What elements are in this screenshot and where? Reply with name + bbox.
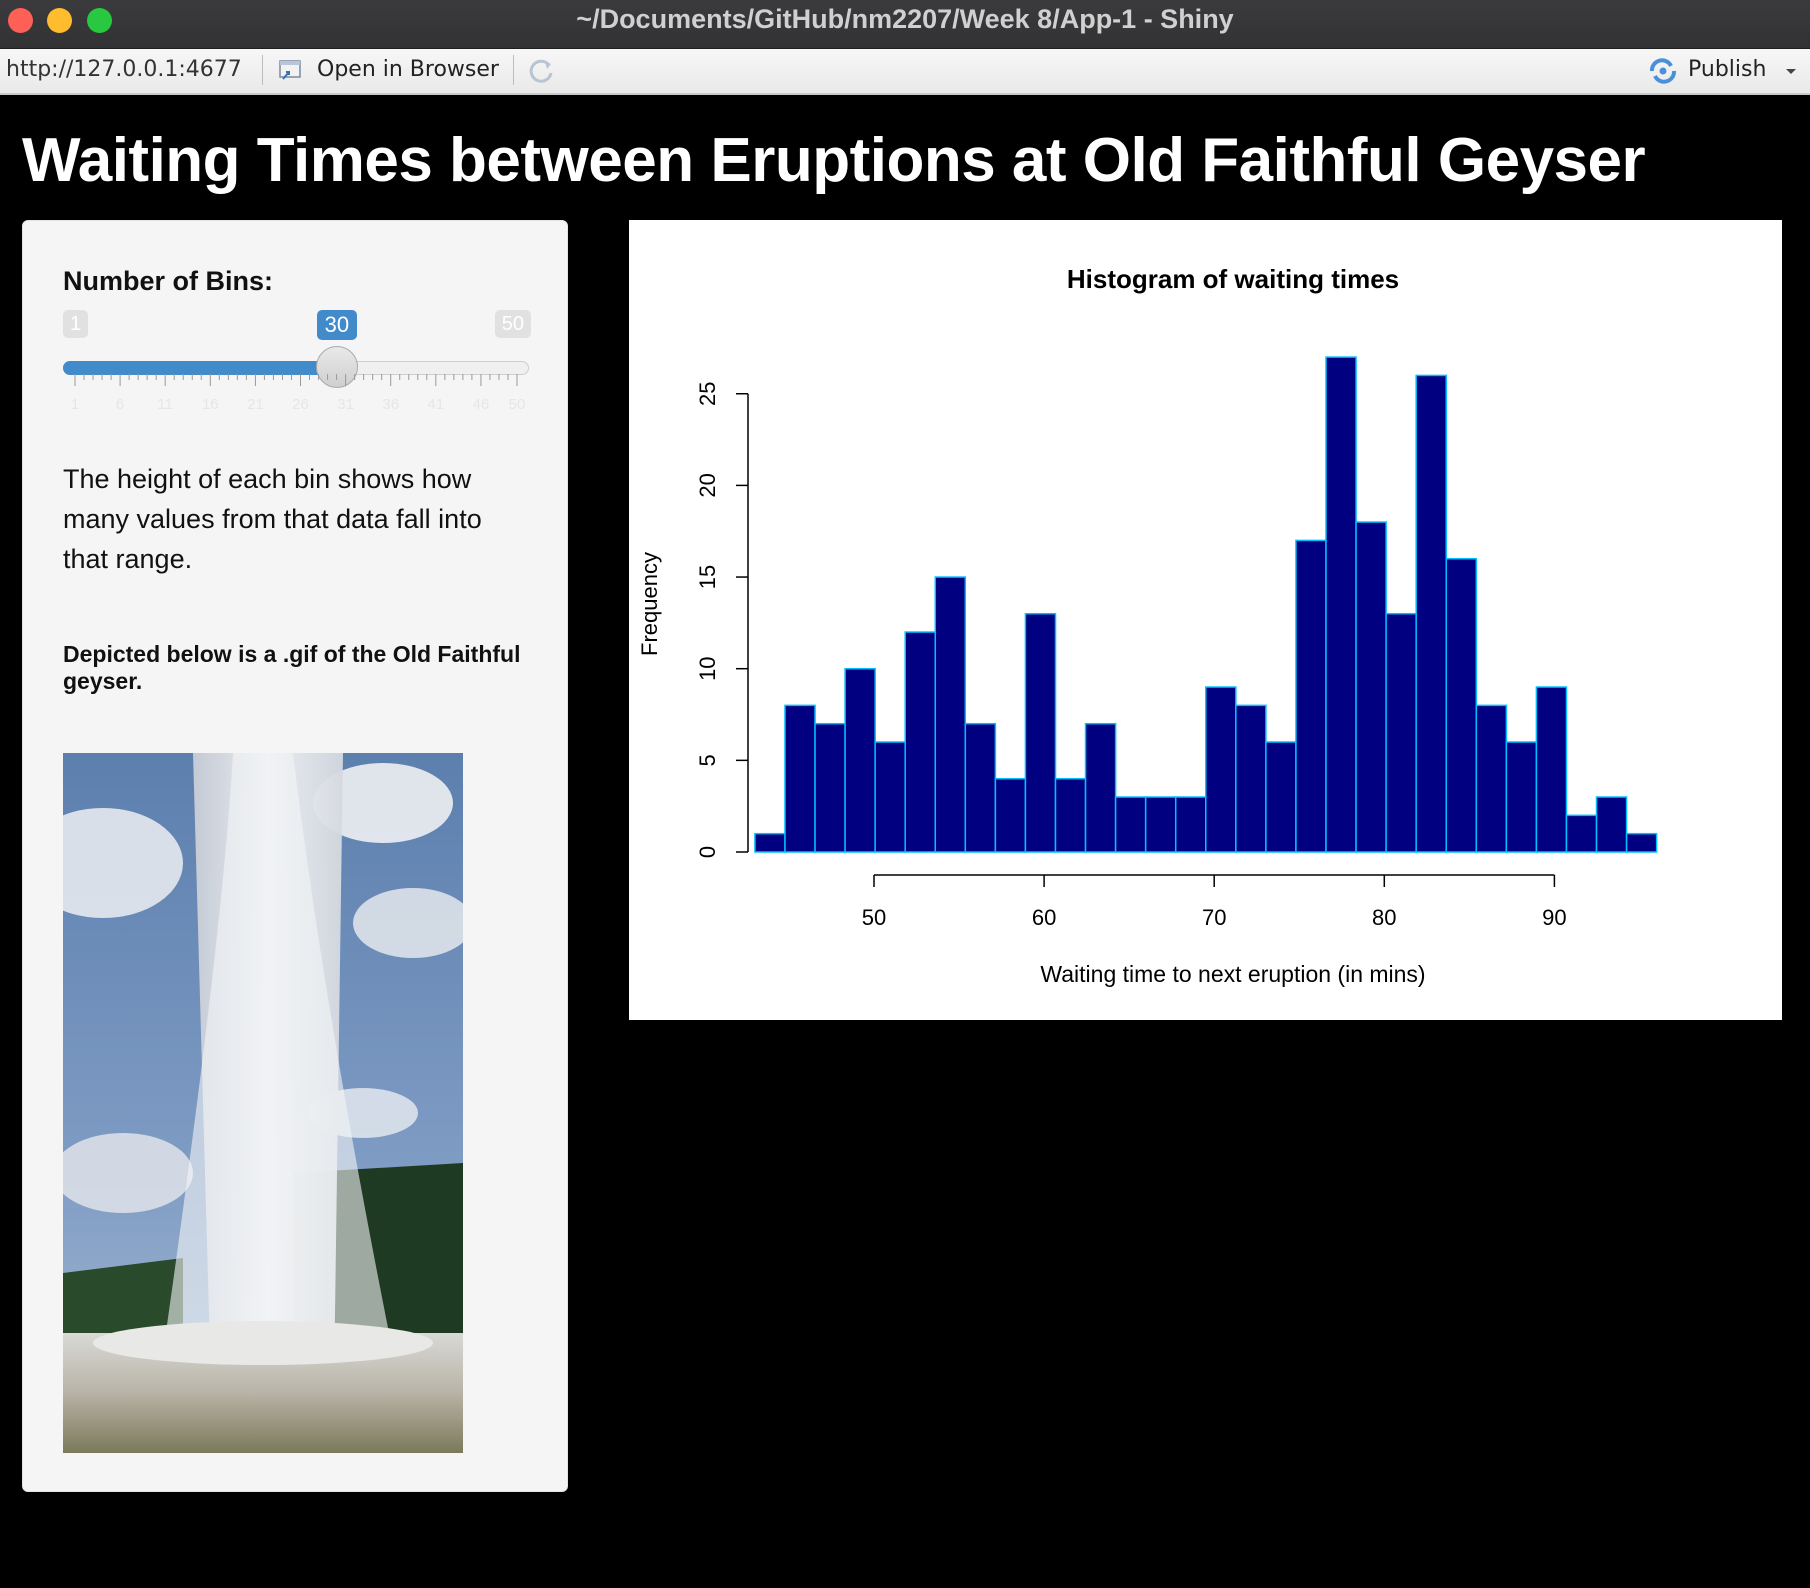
y-axis: 0 5 10 15 20 25 (695, 382, 749, 858)
histogram-bar (874, 741, 906, 853)
page-title: Waiting Times between Eruptions at Old F… (22, 126, 1646, 195)
histogram-bar (1565, 814, 1598, 853)
toolbar-divider (262, 55, 263, 85)
open-in-browser-icon[interactable] (277, 59, 303, 81)
chevron-down-icon[interactable] (1783, 63, 1799, 79)
slider-grid-label: 6 (116, 396, 124, 413)
histogram-bar (1595, 796, 1628, 853)
slider-grid-label: 31 (337, 396, 354, 413)
histogram-bar (784, 704, 816, 853)
chart-title: Histogram of waiting times (1067, 264, 1399, 294)
window-title: ~/Documents/GitHub/nm2207/Week 8/App-1 -… (576, 4, 1234, 34)
histogram-bar (1144, 796, 1177, 853)
histogram-bar (1625, 832, 1658, 853)
x-axis-label: Waiting time to next eruption (in mins) (1040, 961, 1425, 987)
histogram-bar (1475, 704, 1508, 853)
slider-grid-label: 21 (247, 396, 264, 413)
x-axis: 50 60 70 80 90 (862, 874, 1567, 930)
slider-grid: 1 6 11 16 21 26 31 36 41 46 50 (71, 374, 526, 413)
x-tick-label: 70 (1202, 905, 1226, 930)
sidebar-panel: Number of Bins: 1 30 50 1 6 11 16 21 26 31 36 41… (22, 220, 568, 1492)
slider-value-label: 30 (316, 310, 358, 340)
publish-icon[interactable] (1648, 57, 1678, 85)
bins-slider[interactable]: 1 30 50 1 6 11 16 21 26 31 36 41 46 50 (63, 306, 531, 416)
y-tick-label: 10 (695, 656, 720, 680)
histogram-bar (1265, 741, 1297, 853)
minimize-window-button[interactable] (47, 8, 72, 33)
histogram-bar (1385, 612, 1417, 853)
histogram-bar (904, 631, 937, 853)
histogram-bar (964, 722, 997, 853)
slider-fill (63, 361, 337, 375)
histogram-bar (934, 576, 967, 853)
y-tick-label: 5 (695, 754, 720, 766)
x-tick-label: 80 (1372, 905, 1396, 930)
bars (754, 356, 1658, 853)
histogram-bar (1024, 612, 1057, 853)
histogram-bar (1445, 557, 1478, 853)
histogram-bar (1084, 722, 1117, 853)
histogram-bar (1505, 741, 1538, 853)
slider-grid-label: 46 (473, 396, 490, 413)
zoom-window-button[interactable] (87, 8, 112, 33)
viewer-toolbar: http://127.0.0.1:4677 Open in Browser Pu… (0, 49, 1810, 95)
histogram-bar (1325, 356, 1357, 853)
toolbar-divider (513, 55, 514, 85)
y-axis-label: Frequency (637, 552, 662, 656)
slider-grid-label: 1 (71, 396, 79, 413)
sidebar-description: The height of each bin shows how many va… (63, 464, 482, 574)
slider-max-label: 50 (494, 310, 531, 338)
histogram-bar (1415, 374, 1447, 853)
histogram-svg: Histogram of waiting times Waiting time … (637, 264, 1658, 987)
y-tick-label: 0 (695, 846, 720, 858)
slider-label: Number of Bins: (63, 266, 274, 296)
slider-min-label: 1 (63, 310, 89, 338)
slider-grid-label: 26 (292, 396, 309, 413)
slider-handle[interactable] (315, 346, 358, 388)
histogram-bar (1114, 796, 1147, 853)
histogram-bar (1054, 777, 1087, 853)
x-tick-label: 50 (862, 905, 886, 930)
histogram-bar (994, 777, 1027, 853)
open-in-browser-button[interactable]: Open in Browser (317, 57, 499, 82)
slider-grid-label: 11 (157, 396, 173, 413)
y-tick-label: 15 (695, 565, 720, 589)
x-tick-label: 60 (1032, 905, 1056, 930)
y-tick-label: 20 (695, 473, 720, 497)
slider-grid-label: 36 (382, 396, 399, 413)
histogram-bar (1235, 704, 1267, 853)
histogram-bar (814, 722, 846, 853)
histogram-bar (1205, 686, 1237, 853)
close-window-button[interactable] (8, 8, 33, 33)
x-tick-label: 90 (1542, 905, 1566, 930)
slider-grid-label: 41 (427, 396, 444, 413)
histogram-plot: Histogram of waiting times Waiting time … (629, 220, 1782, 1020)
histogram-bar (844, 667, 876, 853)
gif-heading: Depicted below is a .gif of the Old Fait… (63, 641, 521, 694)
y-tick-label: 25 (695, 382, 720, 406)
geyser-image (63, 753, 463, 1453)
slider-grid-label: 50 (509, 396, 526, 413)
histogram-bar (1174, 796, 1207, 853)
histogram-bar (1355, 521, 1387, 853)
histogram-bar (1535, 686, 1568, 853)
slider-grid-label: 16 (202, 396, 219, 413)
histogram-bar (1295, 539, 1327, 853)
app-url[interactable]: http://127.0.0.1:4677 (6, 57, 242, 82)
refresh-icon[interactable] (527, 56, 557, 86)
publish-button[interactable]: Publish (1688, 57, 1767, 82)
window-titlebar: ~/Documents/GitHub/nm2207/Week 8/App-1 -… (0, 0, 1810, 49)
histogram-bar (754, 832, 786, 853)
